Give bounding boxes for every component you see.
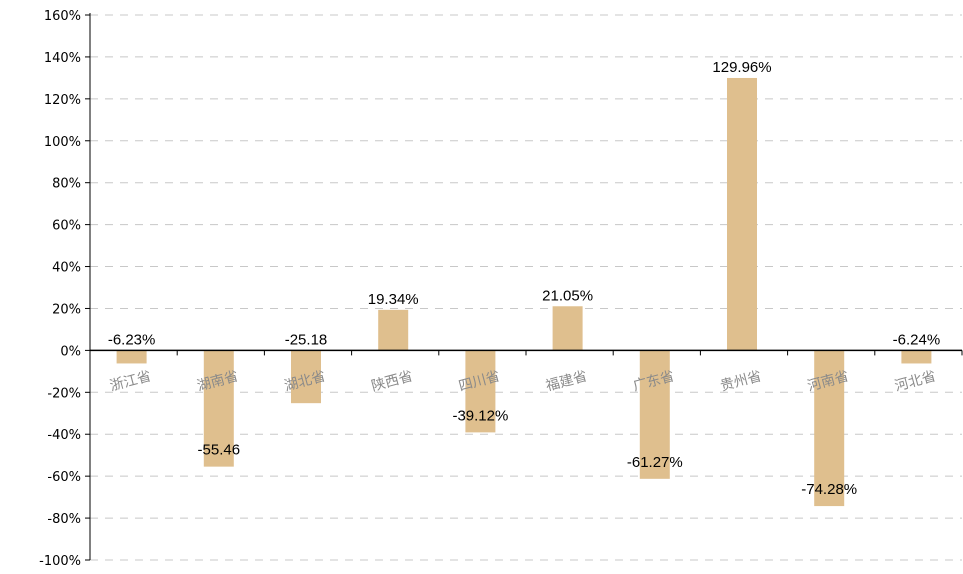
bar	[203, 350, 234, 467]
data-label: -6.24%	[893, 331, 941, 348]
bar	[814, 350, 845, 507]
bar	[901, 350, 932, 364]
bar	[552, 306, 583, 351]
y-tick-label: 120%	[44, 93, 81, 108]
bar	[378, 309, 409, 351]
data-label: -6.23%	[108, 331, 156, 348]
category-label: 陕西省	[370, 368, 415, 394]
data-label: 21.05%	[542, 287, 593, 304]
category-label: 贵州省	[719, 368, 764, 394]
bar	[116, 350, 147, 364]
category-label: 河北省	[893, 368, 938, 394]
y-tick-label: 100%	[44, 135, 81, 150]
data-label: -74.28%	[801, 481, 857, 498]
y-tick-label: 160%	[44, 9, 81, 24]
y-tick-label: 0%	[60, 344, 81, 359]
y-tick-label: -80%	[47, 512, 81, 527]
y-tick-label: 80%	[52, 177, 81, 192]
y-tick-label: -60%	[47, 470, 81, 485]
data-label: -61.27%	[627, 454, 683, 471]
data-label: 129.96%	[712, 59, 771, 76]
bar	[291, 350, 321, 404]
data-label: 19.34%	[368, 291, 419, 308]
bar	[727, 77, 757, 351]
y-tick-label: -20%	[47, 386, 81, 401]
data-label: -55.46	[198, 442, 241, 459]
bar	[465, 350, 496, 433]
y-tick-label: 20%	[52, 302, 81, 317]
y-tick-label: -40%	[47, 428, 81, 443]
category-label: 浙江省	[108, 368, 153, 394]
y-tick-label: 60%	[52, 219, 81, 234]
category-label: 福建省	[544, 368, 589, 394]
y-tick-label: -100%	[39, 554, 81, 569]
y-tick-label: 40%	[52, 261, 81, 276]
data-label: -39.12%	[452, 407, 508, 424]
data-label: -25.18	[285, 331, 328, 348]
bar	[639, 350, 670, 479]
y-tick-label: 140%	[44, 51, 81, 66]
